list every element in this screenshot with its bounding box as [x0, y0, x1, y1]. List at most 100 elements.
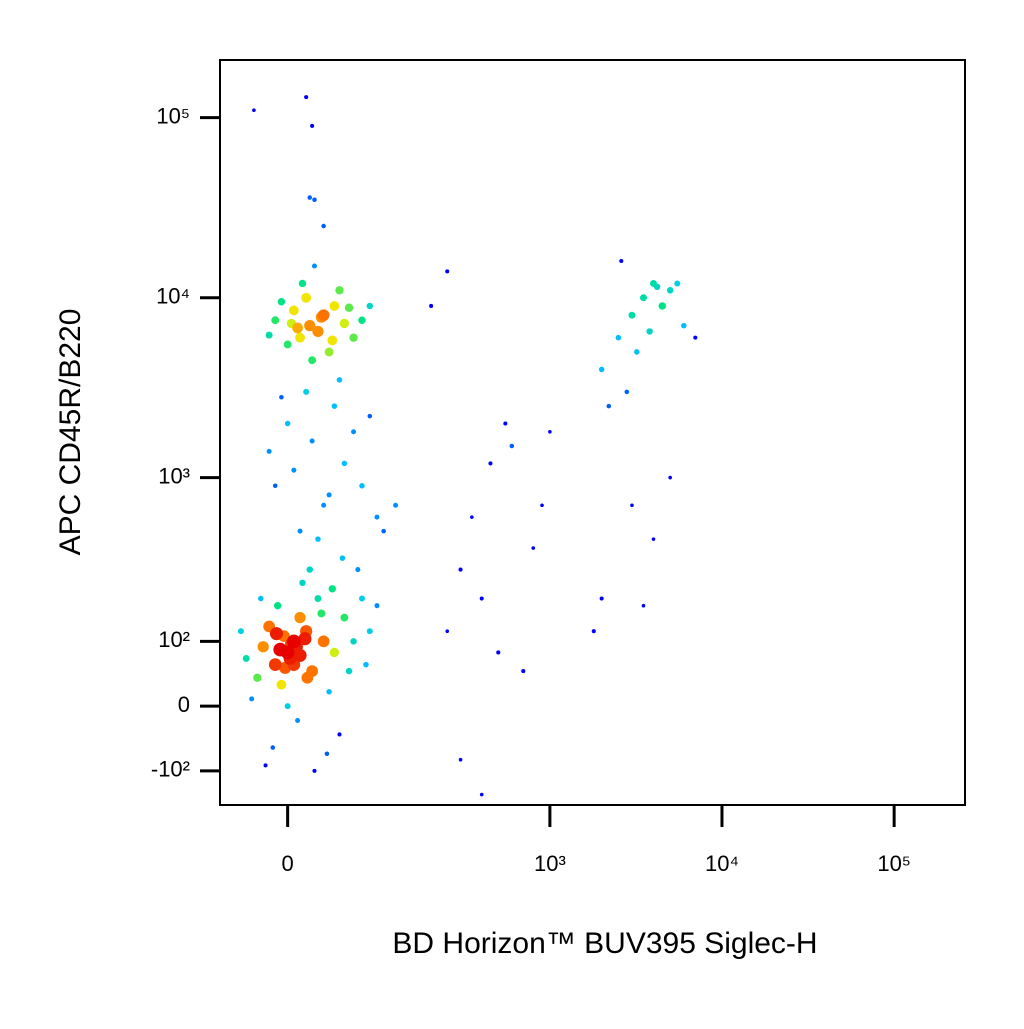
data-point	[312, 325, 324, 338]
data-point	[479, 596, 484, 601]
y-tick-label: 10⁵	[156, 103, 190, 128]
data-point	[329, 647, 340, 658]
data-point	[306, 566, 313, 573]
data-point	[339, 555, 346, 561]
data-point	[339, 318, 350, 329]
data-point	[651, 537, 656, 541]
data-point	[269, 627, 284, 641]
data-point	[294, 611, 306, 624]
data-point	[324, 347, 334, 357]
y-tick-label: 10²	[158, 627, 190, 652]
data-point	[349, 333, 358, 342]
data-point	[277, 298, 286, 306]
data-point	[249, 696, 255, 702]
data-point	[308, 356, 317, 365]
data-point	[284, 420, 291, 427]
data-point	[311, 263, 317, 269]
data-point	[666, 287, 674, 294]
data-point	[312, 197, 317, 203]
data-point	[606, 403, 612, 409]
data-point	[630, 503, 634, 508]
data-point	[273, 642, 287, 657]
data-point	[503, 421, 508, 426]
data-point	[283, 340, 292, 349]
data-point	[328, 585, 337, 593]
data-point	[312, 768, 317, 773]
data-point	[458, 757, 463, 762]
data-point	[324, 751, 330, 757]
data-point	[496, 650, 501, 655]
data-point	[301, 292, 312, 303]
data-point	[284, 703, 291, 710]
data-point	[531, 546, 536, 550]
data-point	[358, 316, 366, 324]
data-point	[279, 394, 284, 400]
x-axis-label: BD Horizon™ BUV395 Siglec-H	[392, 927, 817, 960]
data-point	[393, 502, 399, 508]
data-point	[366, 628, 373, 635]
data-point	[634, 349, 640, 355]
data-point	[304, 95, 309, 100]
data-point	[321, 502, 327, 508]
data-point	[303, 388, 310, 395]
data-point	[257, 641, 269, 653]
data-point	[359, 595, 365, 602]
data-point	[329, 301, 340, 311]
x-tick-label: 0	[282, 851, 294, 876]
data-point	[317, 635, 330, 648]
data-point	[340, 613, 349, 622]
data-point	[470, 515, 474, 519]
data-point	[374, 603, 380, 609]
data-point	[293, 648, 307, 662]
data-point	[331, 403, 338, 409]
data-point	[268, 658, 282, 671]
data-point	[274, 601, 282, 610]
data-point	[304, 320, 316, 332]
data-point	[540, 503, 544, 508]
data-point	[351, 429, 357, 435]
data-point	[650, 280, 657, 287]
data-point	[674, 280, 681, 287]
data-point	[288, 305, 299, 316]
data-point	[271, 316, 280, 325]
data-point	[344, 303, 354, 312]
data-point	[374, 514, 380, 520]
data-point	[310, 123, 315, 128]
data-point	[350, 638, 357, 645]
data-point	[488, 461, 493, 466]
plot-frame	[219, 59, 966, 806]
data-point	[366, 302, 374, 310]
data-point	[298, 632, 312, 646]
data-point	[317, 309, 330, 322]
data-point	[615, 334, 622, 341]
data-point	[298, 279, 307, 288]
data-point	[458, 567, 463, 572]
data-point	[598, 366, 605, 373]
data-point	[237, 628, 244, 635]
data-point	[295, 332, 305, 343]
data-point	[668, 475, 672, 480]
data-point	[297, 528, 303, 534]
data-point	[445, 269, 450, 274]
data-point	[681, 322, 687, 329]
data-point	[445, 629, 450, 633]
data-point	[272, 483, 278, 489]
data-point	[315, 536, 321, 542]
data-point	[628, 311, 636, 319]
data-point	[646, 328, 653, 335]
data-point	[548, 429, 552, 434]
data-point	[359, 483, 365, 489]
data-point	[479, 792, 484, 797]
data-point	[263, 763, 268, 768]
data-point	[624, 389, 630, 395]
data-point	[317, 609, 326, 618]
data-point	[307, 195, 313, 200]
data-point	[345, 667, 353, 675]
data-point	[253, 673, 262, 682]
data-point	[381, 528, 386, 534]
data-point	[287, 634, 301, 649]
x-tick-label: 10⁵	[877, 851, 911, 876]
y-axis-label: APC CD45R/B220	[54, 309, 87, 556]
data-point	[252, 108, 256, 112]
